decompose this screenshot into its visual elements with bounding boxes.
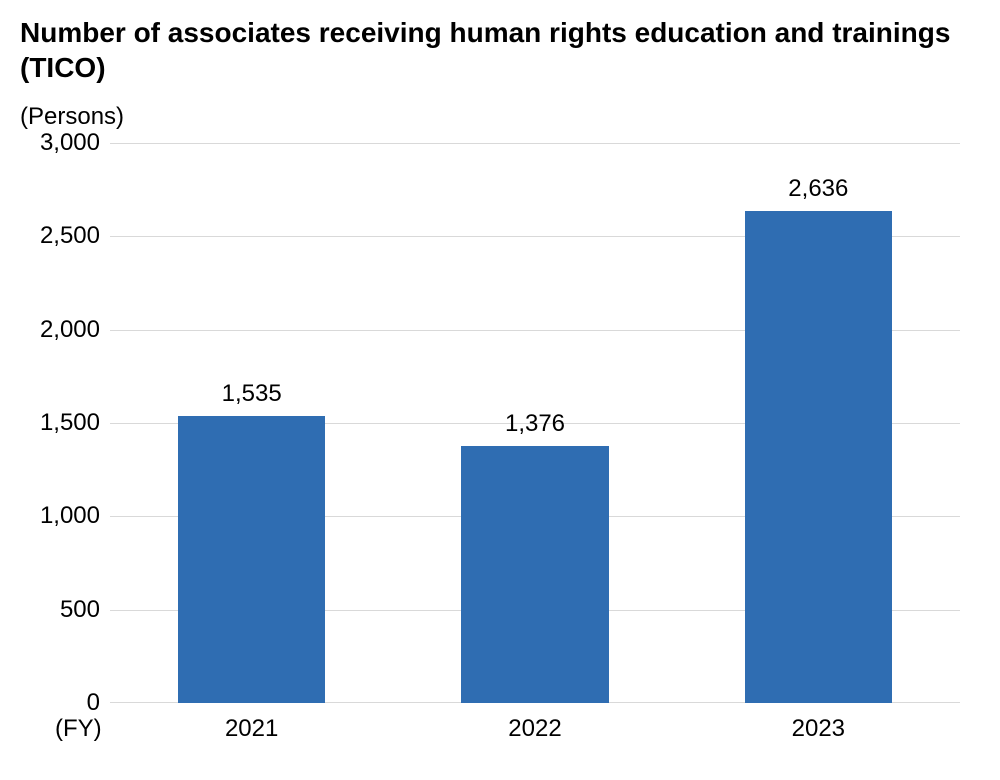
bar-value-label: 1,535	[222, 380, 282, 408]
y-tick-label: 1,500	[40, 409, 110, 437]
x-tick-label: 2021	[225, 703, 278, 743]
y-unit-label: (Persons)	[20, 103, 980, 131]
y-tick-label: 2,500	[40, 222, 110, 250]
y-tick-label: 2,000	[40, 316, 110, 344]
bar-value-label: 2,636	[788, 175, 848, 203]
gridline	[110, 143, 960, 144]
y-tick-label: 500	[60, 596, 110, 624]
bar	[461, 446, 608, 703]
y-tick-label: 1,000	[40, 502, 110, 530]
x-tick-label: 2023	[792, 703, 845, 743]
x-tick-label: 2022	[508, 703, 561, 743]
x-axis-prefix-label: (FY)	[55, 703, 102, 743]
y-tick-label: 3,000	[40, 129, 110, 157]
bar	[178, 416, 325, 703]
bar-value-label: 1,376	[505, 410, 565, 438]
chart-title: Number of associates receiving human rig…	[20, 15, 980, 85]
bar	[745, 211, 892, 703]
chart-container: Number of associates receiving human rig…	[20, 15, 980, 703]
plot-area: 05001,0001,5002,0002,5003,0001,53520211,…	[110, 143, 960, 703]
